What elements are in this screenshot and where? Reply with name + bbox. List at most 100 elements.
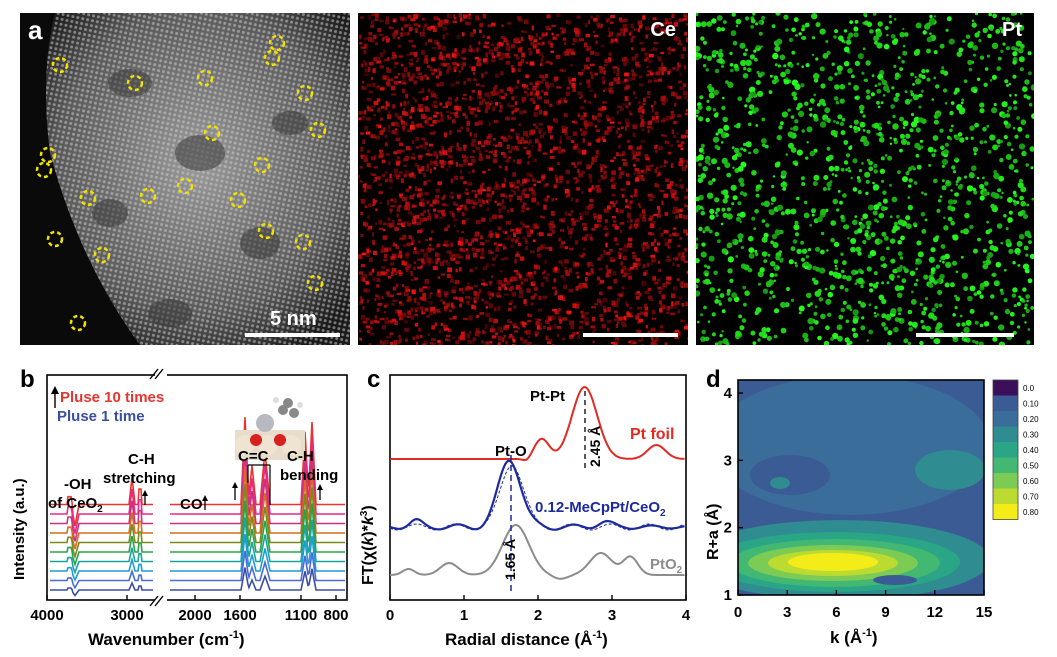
legend-bottom: Pluse 1 time [57,408,145,425]
stem-image-svg [35,13,350,345]
pt-atom-marker [253,156,271,174]
ftir-tick-label: 4000 [30,607,63,624]
exafs-tick-label: 1 [460,607,468,624]
ftir-trace-left [50,580,153,597]
ftir-tick-label: 3000 [110,607,143,624]
pt-atom-marker [79,189,97,207]
ftir-trace-left [50,535,153,568]
colorbar-label: 0.0 [1023,384,1035,393]
panel-b-letter: b [20,366,35,393]
exafs-plot: c Pt-Pt Pt-O 2.45 Å 1.65 Å Pt foil 0.12-… [359,366,691,649]
pt-atom-marker [196,69,214,87]
ch-stretch-1: C-H [128,451,155,468]
colorbar-label: 0.30 [1023,431,1039,440]
scale-bar [245,333,340,337]
pt-atom-marker [229,191,247,209]
scale-label: 5 nm [270,308,317,330]
ftir-trace-left [50,524,153,560]
legend-top: Pluse 10 times [60,389,164,406]
pt-label: Pt [1002,19,1022,41]
exafs-axes [389,374,687,601]
wavelet-x-tick: 0 [734,604,742,621]
colorbar-swatch [993,442,1018,458]
wavelet-x-tick: 6 [832,604,840,621]
wavelet-x-tick: 15 [976,604,993,621]
ftir-trace-left [50,512,153,550]
exafs-tick-label: 2 [534,607,542,624]
wavelet-plot: d 0.0 0.10 0.20 0.30 0.40 0.50 0.60 0.70 0.80 R+… [703,366,1039,647]
pt-atom-marker [35,161,53,179]
pt-atom-marker [176,177,194,195]
pt-pt-label: Pt-Pt [530,388,565,405]
ftir-trace-right [170,500,345,553]
exafs-ylabel: FT(χ(k)*k3) [359,505,377,585]
colorbar-swatch [993,473,1018,489]
pt-atom-marker [306,274,324,292]
pt-scale-bar [916,333,1014,337]
pt-o-label: Pt-O [495,443,527,460]
pt-atom-marker [93,246,111,264]
pt-atom-marker [39,146,57,164]
pt-atom-marker [296,84,314,102]
pt-atom-marker [69,314,87,332]
ftir-trace-left [50,568,153,590]
pt-atom-marker [268,34,286,52]
ftir-trace-right [170,550,345,582]
co-label: CO [180,496,203,513]
colorbar-label: 0.70 [1023,493,1039,502]
sample-label: 0.12-MeCpPt/CeO2 [535,499,666,519]
pt-foil-label: Pt foil [630,426,674,443]
d245-label: 2.45 Å [587,426,603,467]
pto2-trace [389,523,685,580]
wavelet-x-tick: 12 [926,604,943,621]
ftir-trace-right [170,517,345,563]
panel-a-letter: a [28,15,43,45]
wavelet-xlabel: k (Å-1) [830,627,878,647]
pt-atom-marker [139,187,157,205]
ftir-tick-label: 2000 [178,607,211,624]
colorbar-swatch [993,380,1018,396]
exafs-traces [389,386,685,580]
ftir-trace-left [50,477,153,526]
ftir-axes [46,374,348,601]
exafs-tick-label: 0 [386,607,394,624]
wavelet-ylabel: R+a (Å) [703,504,722,560]
ce-scale-bar [583,333,678,337]
stem-image: a 5 nm [20,13,350,345]
ce-map: Ce [358,13,688,345]
oh-label-2: of CeO2 [48,495,103,515]
pt-atom-marker [203,124,221,142]
colorbar-label: 0.20 [1023,415,1039,424]
colorbar-label: 0.10 [1023,400,1039,409]
wavelet-y-tick: 2 [724,520,732,537]
ch-stretch-2: stretching [103,470,176,487]
exafs-tick-label: 3 [608,607,616,624]
exafs-tick-label: 4 [682,607,691,624]
pt-foil-trace [390,386,685,462]
pt-atom-marker [263,49,281,67]
ftir-trace-right [170,567,345,591]
ftir-xlabel: Wavenumber (cm-1) [88,629,245,649]
ftir-plot: b Pluse 10 times Pluse 1 time -OH of CeO… [11,366,349,649]
ch-bend-1: C-H [287,448,314,465]
cc-label: C=C [238,448,269,465]
wavelet-x-tick: 3 [783,604,791,621]
wavelet-x-tick: 9 [881,604,889,621]
wavelet-y-tick: 1 [724,587,732,604]
pt-atom-marker [46,230,64,248]
wavelet-y-tick: 3 [724,452,732,469]
d165-label: 1.65 Å [502,539,518,580]
pt-atom-marker [294,233,312,251]
panel-d-letter: d [706,366,721,393]
pt-atom-marker [309,121,327,139]
ce-label: Ce [650,19,676,41]
ftir-tick-label: 1100 [285,607,318,624]
sample-fit-trace [389,465,685,531]
ftir-trace-left [50,556,153,582]
colorbar-label: 0.60 [1023,477,1039,486]
pt-atom-marker [257,222,275,240]
colorbar-swatch [993,411,1018,427]
colorbar-label: 0.80 [1023,508,1039,517]
molecule-inset-icon [235,397,305,460]
pt-map-svg [696,13,1034,345]
